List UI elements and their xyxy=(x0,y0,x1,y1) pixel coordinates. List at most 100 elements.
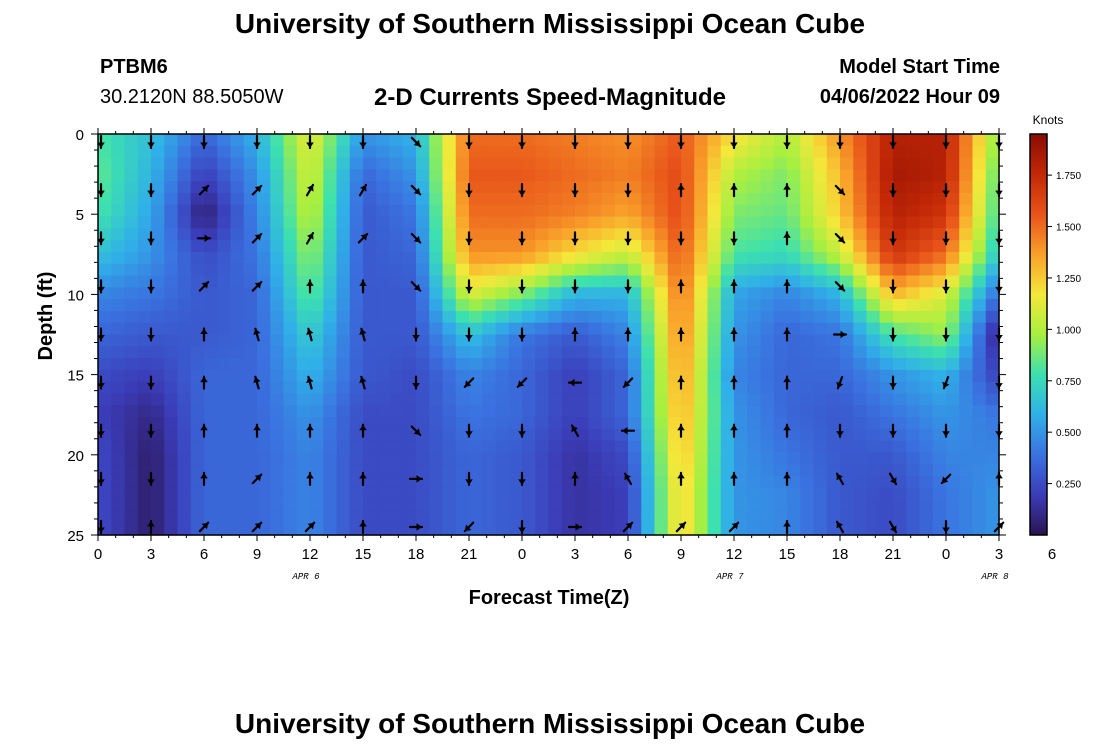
heatmap-cell xyxy=(310,145,324,159)
current-vector-arrow xyxy=(677,471,685,486)
current-vector-arrow xyxy=(783,231,791,246)
heatmap-cell xyxy=(919,322,934,336)
heatmap-cell xyxy=(535,287,550,300)
heatmap-cell xyxy=(429,275,444,288)
heatmap-cell xyxy=(734,511,748,524)
heatmap-cell xyxy=(588,145,603,159)
heatmap-cell xyxy=(614,369,629,383)
heatmap-cell xyxy=(111,310,126,324)
heatmap-cell xyxy=(667,287,682,300)
heatmap-cell xyxy=(336,369,351,383)
heatmap-cell xyxy=(376,499,391,513)
heatmap-cell xyxy=(137,358,152,371)
heatmap-cell xyxy=(694,452,709,465)
heatmap-cell xyxy=(932,358,947,371)
heatmap-cell xyxy=(548,134,563,147)
heatmap-cell xyxy=(787,263,801,277)
heatmap-cell xyxy=(694,334,709,347)
heatmap-cell xyxy=(442,169,457,182)
heatmap-cell xyxy=(283,487,298,501)
current-vector-arrow xyxy=(200,327,208,342)
heatmap-cell xyxy=(482,169,497,182)
heatmap-cell xyxy=(522,169,536,182)
heatmap-cell xyxy=(230,476,245,489)
heatmap-cell xyxy=(508,523,523,536)
heatmap-cell xyxy=(535,134,550,147)
heatmap-cell xyxy=(853,181,868,194)
heatmap-cell xyxy=(628,157,642,170)
heatmap-cell xyxy=(681,393,695,406)
heatmap-cell xyxy=(614,275,629,288)
heatmap-cell xyxy=(469,452,483,465)
heatmap-cell xyxy=(137,192,152,206)
heatmap-cell xyxy=(628,428,642,442)
current-vector-arrow xyxy=(940,473,952,485)
heatmap-cell xyxy=(734,452,748,465)
heatmap-cell xyxy=(747,181,762,194)
heatmap-cell xyxy=(972,240,987,253)
heatmap-cell xyxy=(866,464,881,477)
heatmap-cell xyxy=(416,464,430,477)
heatmap-cell xyxy=(561,287,576,300)
current-vectors xyxy=(97,134,1005,535)
heatmap-cell xyxy=(323,134,338,147)
heatmap-cell xyxy=(601,157,616,170)
x-tick-label: 15 xyxy=(355,546,372,563)
heatmap-cell xyxy=(800,275,815,288)
heatmap-cell xyxy=(151,192,165,206)
heatmap-cell xyxy=(495,275,510,288)
current-vector-arrow xyxy=(620,426,636,435)
heatmap-cell xyxy=(257,251,271,265)
heatmap-cell xyxy=(747,322,762,336)
heatmap-cell xyxy=(257,263,271,277)
heatmap-cell xyxy=(747,452,762,465)
heatmap-cell xyxy=(323,440,338,454)
heatmap-cell xyxy=(654,134,669,147)
current-vector-arrow xyxy=(624,231,632,246)
heatmap-cell xyxy=(879,299,894,312)
heatmap-cell xyxy=(230,487,245,501)
heatmap-cell xyxy=(773,145,788,159)
heatmap-cell xyxy=(681,487,695,501)
heatmap-cell xyxy=(522,287,536,300)
y-tick-label: 0 xyxy=(76,127,84,144)
heatmap-cell xyxy=(230,511,245,524)
heatmap-cell xyxy=(932,169,947,182)
heatmap-cell xyxy=(561,440,576,454)
heatmap-cell xyxy=(442,452,457,465)
heatmap-cell xyxy=(826,287,841,300)
current-vector-arrow xyxy=(995,231,1003,246)
heatmap-cell xyxy=(548,157,563,170)
heatmap-cell xyxy=(455,334,470,347)
heatmap-cell xyxy=(190,299,205,312)
heatmap-cell xyxy=(932,428,947,442)
current-vector-arrow xyxy=(624,183,632,198)
heatmap-cell xyxy=(985,393,1000,406)
heatmap-cell xyxy=(720,452,735,465)
heatmap-cell xyxy=(548,346,563,359)
heatmap-cell xyxy=(389,299,404,312)
heatmap-cell xyxy=(469,192,483,206)
heatmap-cell xyxy=(548,216,563,229)
colorbar-title: Knots xyxy=(1033,113,1064,127)
heatmap-cell xyxy=(217,381,232,395)
heatmap-cell xyxy=(760,405,775,418)
heatmap-cell xyxy=(906,299,921,312)
heatmap-cell xyxy=(217,499,232,513)
heatmap-cell xyxy=(243,228,258,241)
heatmap-cell xyxy=(760,523,775,536)
heatmap-cell xyxy=(522,393,536,406)
heatmap-cell xyxy=(694,263,709,277)
heatmap-cell xyxy=(111,487,126,501)
heatmap-cell xyxy=(826,417,841,430)
heatmap-cell xyxy=(495,251,510,265)
heatmap-cell xyxy=(906,157,921,170)
heatmap-cell xyxy=(508,204,523,218)
heatmap-cell xyxy=(959,251,974,265)
heatmap-cell xyxy=(628,240,642,253)
heatmap-cell xyxy=(866,275,881,288)
heatmap-cell xyxy=(853,169,868,182)
heatmap-cell xyxy=(906,511,921,524)
heatmap-cell xyxy=(575,169,589,182)
heatmap-cell xyxy=(932,240,947,253)
